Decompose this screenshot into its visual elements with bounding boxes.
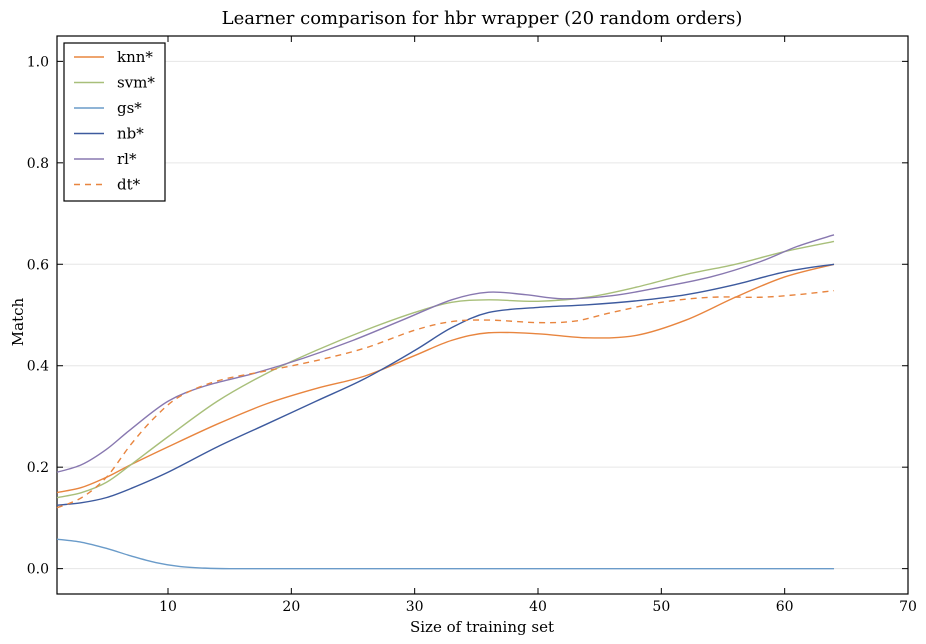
- y-tick-label: 0.4: [27, 359, 49, 375]
- series-line-rl: [56, 234, 835, 473]
- y-tick-label: 0.2: [27, 460, 49, 476]
- gridlines: [57, 60, 908, 570]
- legend: knn* svm* gs* nb* rl* dt*: [63, 42, 166, 202]
- x-tick-label: 30: [406, 599, 424, 615]
- axis-ticks: 0.0 0.2 0.4 0.6 0.8 1.0 10 20 30 40 50 60 70: [27, 36, 917, 615]
- x-tick-label: 40: [529, 599, 547, 615]
- series-line-gs: [56, 538, 834, 570]
- series-line-nb: [56, 263, 835, 506]
- x-tick-label: 70: [899, 599, 917, 615]
- y-axis-label: Match: [9, 297, 27, 346]
- series-line-svm: [56, 240, 835, 499]
- series-layer: [56, 234, 835, 570]
- legend-label: svm*: [117, 74, 155, 92]
- legend-label: gs*: [117, 99, 142, 117]
- y-tick-label: 0.0: [27, 562, 49, 578]
- y-tick-label: 0.6: [27, 257, 49, 273]
- x-tick-label: 50: [652, 599, 670, 615]
- legend-box: [63, 42, 166, 202]
- legend-label: nb*: [117, 125, 144, 143]
- x-tick-label: 20: [282, 599, 300, 615]
- legend-label: rl*: [117, 150, 137, 168]
- legend-label: knn*: [117, 48, 153, 66]
- plot-area-frame: [56, 35, 909, 595]
- chart-title: Learner comparison for hbr wrapper (20 r…: [222, 8, 743, 29]
- y-tick-label: 0.8: [27, 156, 49, 172]
- x-axis-label: Size of training set: [410, 618, 554, 636]
- series-line-dt: [56, 289, 835, 509]
- x-tick-label: 60: [776, 599, 794, 615]
- legend-label: dt*: [117, 176, 141, 194]
- y-tick-label: 1.0: [27, 54, 49, 70]
- x-tick-label: 10: [159, 599, 177, 615]
